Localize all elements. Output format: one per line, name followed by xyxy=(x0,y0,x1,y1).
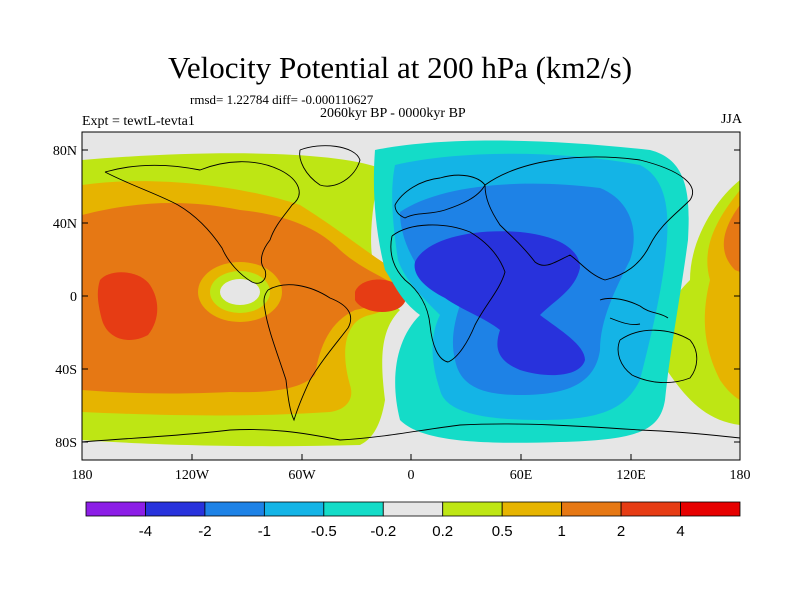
coastline-asia xyxy=(484,156,693,281)
colorbar-label: -4 xyxy=(139,523,152,540)
experiment-label: Expt = tewtL-tevta1 xyxy=(82,114,195,129)
colorbar-swatch xyxy=(561,501,622,517)
colorbar-label: 2 xyxy=(617,523,625,540)
coastline-australia xyxy=(617,329,698,383)
coastline-south-america xyxy=(263,284,352,422)
lon-tick-label: 180 xyxy=(730,468,751,483)
colorbar-label: 0.5 xyxy=(492,523,513,540)
coastline-north-america xyxy=(104,161,300,284)
colorbar-label: -2 xyxy=(198,523,211,540)
negative-contour-2 xyxy=(414,231,585,376)
colorbar-swatch xyxy=(382,501,444,517)
colorbar-swatch xyxy=(442,501,503,517)
lon-tick-label: 60W xyxy=(288,468,316,483)
lon-tick-label: 120W xyxy=(175,468,210,483)
coastline-antarctica xyxy=(82,423,740,443)
colorbar-label: -0.2 xyxy=(370,523,396,540)
colorbar-swatch xyxy=(620,501,681,517)
season-label: JJA xyxy=(720,112,742,127)
stats-line: rmsd= 1.22784 diff= -0.000110627 xyxy=(190,92,374,107)
positive-contour-1 xyxy=(723,205,740,272)
period-label: 2060kyr BP - 0000kyr BP xyxy=(320,106,466,121)
coastline-maritime-continent xyxy=(599,297,669,325)
map-title: Velocity Potential at 200 hPa (km2/s) xyxy=(167,50,633,85)
colorbar-swatch xyxy=(145,501,206,517)
lat-tick-label: 0 xyxy=(70,290,77,305)
coastline-greenland xyxy=(299,145,361,187)
lat-tick-label: 40N xyxy=(53,217,77,232)
lon-tick-label: 120E xyxy=(616,468,646,483)
colorbar-label: -0.5 xyxy=(311,523,337,540)
lon-tick-label: 0 xyxy=(408,468,415,483)
colorbar-swatch xyxy=(680,501,741,517)
lat-tick-label: 80N xyxy=(53,144,77,159)
colorbar-swatch xyxy=(323,501,384,517)
colorbar-swatch xyxy=(204,501,265,517)
coastline-europe xyxy=(394,174,486,219)
contour-field xyxy=(82,132,740,460)
colorbar-swatch xyxy=(85,501,146,517)
colorbar: -4 -2 -1 -0.5 -0.2 0.2 0.5 1 2 4 xyxy=(85,501,741,540)
positive-contour-2 xyxy=(97,272,158,340)
positive-contour-2 xyxy=(355,279,406,312)
colorbar-swatch xyxy=(501,501,563,517)
colorbar-label: 1 xyxy=(557,523,565,540)
colorbar-label: 0.2 xyxy=(432,523,453,540)
lon-tick-label: 180 xyxy=(72,468,93,483)
contour-ring-neutral xyxy=(220,279,260,305)
lat-tick-label: 40S xyxy=(55,363,77,378)
lat-tick-label: 80S xyxy=(55,436,77,451)
coastlines xyxy=(82,145,740,443)
lon-tick-label: 60E xyxy=(510,468,533,483)
coastline-africa xyxy=(390,224,506,363)
lat-tick-marks xyxy=(82,149,740,443)
lon-tick-marks xyxy=(81,454,741,460)
colorbar-label: 4 xyxy=(676,523,684,540)
colorbar-label: -1 xyxy=(258,523,271,540)
colorbar-swatch xyxy=(263,501,325,517)
